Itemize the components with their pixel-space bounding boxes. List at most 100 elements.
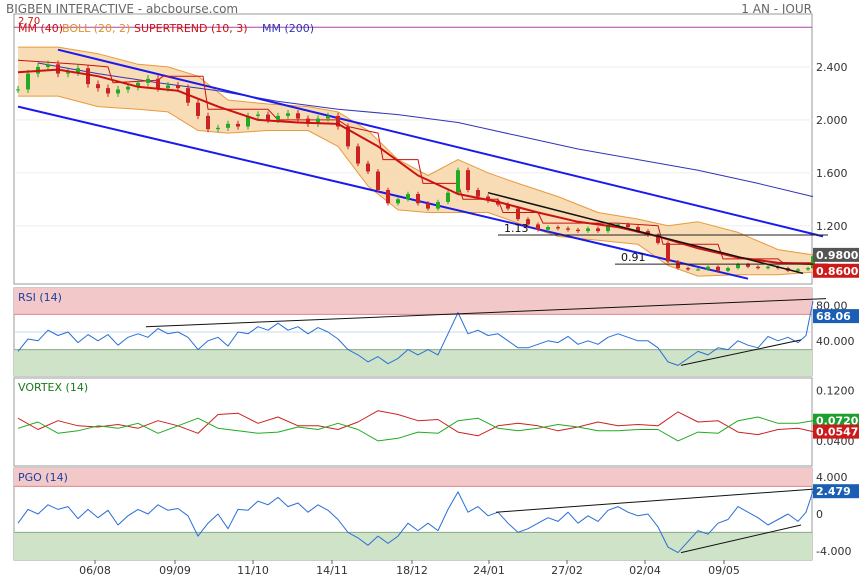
x-tick-label: 27/02 <box>551 564 583 577</box>
candle-body <box>626 224 630 228</box>
channel-upper-line <box>57 48 824 238</box>
candle-body <box>286 113 290 116</box>
candle-body <box>516 208 520 220</box>
candle-body <box>246 115 250 127</box>
candle-body <box>566 228 570 230</box>
candle-body <box>336 115 340 127</box>
candle-body <box>586 228 590 232</box>
rsi-trend-upper <box>145 298 827 328</box>
candle-body <box>466 170 470 191</box>
candle-body <box>396 199 400 204</box>
vortex-last-value-label: 0.0720 <box>816 415 859 428</box>
candle-body <box>176 85 180 89</box>
candle-body <box>66 72 70 74</box>
vortex-legend: VORTEX (14) <box>18 381 88 394</box>
rsi-trend-lower <box>680 339 802 366</box>
candle-body <box>766 266 770 269</box>
pgo-trend-lower <box>680 524 802 554</box>
candle-body <box>26 73 30 90</box>
vortex-last-value-badge <box>813 424 859 439</box>
candle-body <box>796 269 800 271</box>
price-tick-label: 1.200 <box>816 220 848 233</box>
vortex-last-value-label: 0.0547 <box>816 426 858 439</box>
candle-body <box>746 264 750 267</box>
candle-body <box>126 86 130 90</box>
candle-body <box>276 115 280 120</box>
pgo-tick-label: 4.000 <box>816 471 848 484</box>
candle-body <box>486 196 490 201</box>
candle-body <box>456 170 460 193</box>
candle-body <box>356 146 360 164</box>
channel-lower-line <box>17 105 749 280</box>
pgo-low-zone <box>14 532 812 560</box>
candle-body <box>526 219 530 225</box>
x-tick-label: 02/04 <box>629 564 661 577</box>
rsi-last-value-badge <box>813 309 859 324</box>
x-tick-label: 09/05 <box>708 564 740 577</box>
vortex-tick-label: 0.1200 <box>816 385 855 398</box>
bollinger-lower-line <box>18 95 814 277</box>
pgo-tick-label: -4.000 <box>816 545 851 558</box>
candle-body <box>106 88 110 94</box>
price-last-value-badge <box>813 247 859 262</box>
candle-body <box>436 201 440 209</box>
bollinger-band <box>18 47 813 277</box>
candle-body <box>756 266 760 269</box>
rsi-overbought-zone <box>14 288 812 315</box>
pgo-last-value-label: 2.479 <box>816 485 851 498</box>
candle-body <box>386 190 390 204</box>
rsi-last-value-label: 68.06 <box>816 310 851 323</box>
price-legend-entry: MM (40) <box>18 22 63 35</box>
price-trend-line <box>487 191 804 275</box>
price-tick-label: 2.000 <box>816 114 848 127</box>
candle-body <box>811 256 815 269</box>
price-annotation: 1.13 <box>504 222 529 235</box>
candle-body <box>196 102 200 116</box>
candle-body <box>366 163 370 172</box>
mm40-line <box>17 68 814 266</box>
candle-body <box>346 126 350 147</box>
candle-body <box>476 190 480 197</box>
candle-body <box>596 228 600 232</box>
candle-body <box>86 68 90 85</box>
candle-body <box>806 268 810 270</box>
candle-body <box>216 127 220 130</box>
pgo-high-zone <box>14 468 812 487</box>
rsi-oversold-zone <box>14 349 812 376</box>
vortex-panel-frame <box>13 377 813 467</box>
candle-body <box>226 123 230 128</box>
price-last-value-label: 0.8600 <box>816 265 859 278</box>
x-tick-label: 18/12 <box>396 564 428 577</box>
candle-body <box>16 89 20 91</box>
candle-body <box>546 227 550 230</box>
candle-body <box>376 171 380 191</box>
price-legend-entry: BOLL (20, 2) <box>62 22 130 35</box>
candle-body <box>266 114 270 120</box>
candle-body <box>146 78 150 83</box>
x-tick-label: 06/08 <box>79 564 111 577</box>
candle-body <box>666 242 670 262</box>
candle-body <box>696 269 700 271</box>
price-tick-label: 1.600 <box>816 167 848 180</box>
chart-title: BIGBEN INTERACTIVE - abcbourse.com <box>6 2 239 16</box>
price-annotation: 0.91 <box>621 251 646 264</box>
candle-body <box>576 229 580 232</box>
candle-body <box>306 118 310 124</box>
candle-body <box>116 89 120 94</box>
candle-body <box>656 235 660 243</box>
price-last-value-label: 0.9800 <box>816 249 859 262</box>
pgo-trend-upper <box>495 487 827 513</box>
candle-body <box>676 261 680 269</box>
candle-body <box>606 224 610 232</box>
candle-body <box>556 227 560 229</box>
pgo-tick-label: 0 <box>816 508 823 521</box>
candle-body <box>536 224 540 230</box>
price-legend-entry: SUPERTREND (10, 3) <box>134 22 248 35</box>
price-last-value-badge <box>813 263 859 278</box>
rsi-line <box>17 301 814 366</box>
candle-body <box>156 78 160 89</box>
supertrend-line <box>17 59 813 264</box>
candle-body <box>96 84 100 89</box>
candle-body <box>316 118 320 124</box>
